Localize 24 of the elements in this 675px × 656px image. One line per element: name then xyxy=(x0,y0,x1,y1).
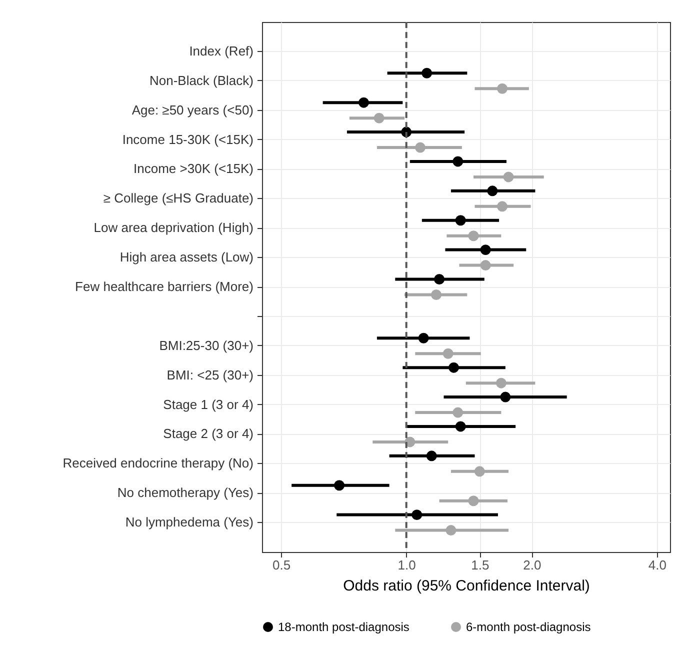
legend-label: 18-month post-diagnosis xyxy=(278,620,410,634)
y-tick-label: Age: ≥50 years (<50) xyxy=(132,102,254,118)
y-tick-label: ≥ College (≤HS Graduate) xyxy=(103,190,254,206)
y-tick-label: Received endocrine therapy (No) xyxy=(62,456,254,471)
y-tick-label: Non-Black (Black) xyxy=(149,72,254,88)
x-tick-label: 4.0 xyxy=(648,558,666,572)
y-tick-label: High area assets (Low) xyxy=(120,250,254,265)
y-tick-label: Few healthcare barriers (More) xyxy=(75,279,254,294)
legend-label: 6-month post-diagnosis xyxy=(466,620,591,634)
y-tick-label: Low area deprivation (High) xyxy=(94,220,254,236)
y-tick-label: No chemotherapy (Yes) xyxy=(117,485,254,500)
x-tick-label: 2.0 xyxy=(523,558,542,572)
y-tick-label: BMI: <25 (30+) xyxy=(166,367,254,382)
y-tick-label: Stage 2 (3 or 4) xyxy=(163,426,254,442)
y-tick-label: Index (Ref) xyxy=(189,43,254,58)
x-tick-label: 1.5 xyxy=(471,558,490,572)
y-tick-label: Income >30K (<15K) xyxy=(134,161,254,176)
x-tick-label: 0.5 xyxy=(272,558,291,572)
y-tick-label: No lymphedema (Yes) xyxy=(125,514,254,530)
y-tick-label: Income 15-30K (<15K) xyxy=(122,132,254,147)
y-tick-label: Stage 1 (3 or 4) xyxy=(163,396,254,412)
y-tick-label: BMI:25-30 (30+) xyxy=(159,338,254,353)
x-tick-label: 1.0 xyxy=(398,558,416,572)
x-axis-title: Odds ratio (95% Confidence Interval) xyxy=(343,578,590,594)
